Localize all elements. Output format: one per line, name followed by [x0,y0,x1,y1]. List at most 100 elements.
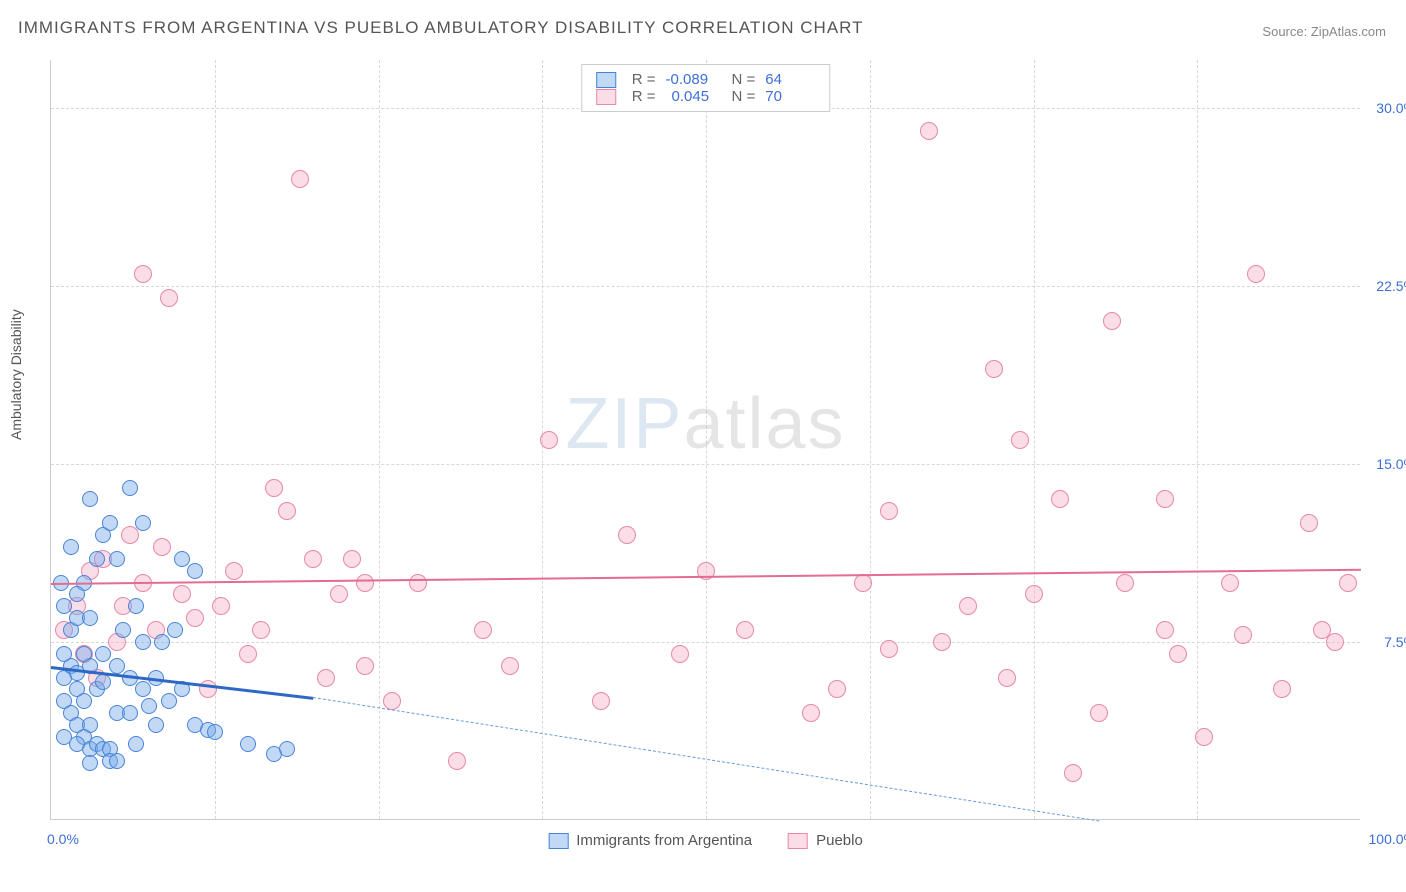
scatter-point-pink [933,633,951,651]
scatter-point-blue [122,480,138,496]
scatter-point-blue [82,491,98,507]
n-label: N = [732,71,756,88]
scatter-point-blue [95,674,111,690]
scatter-point-pink [1326,633,1344,651]
scatter-point-blue [69,586,85,602]
scatter-point-pink [1339,574,1357,592]
scatter-point-pink [265,479,283,497]
scatter-point-pink [1169,645,1187,663]
y-tick-label: 30.0% [1376,100,1406,116]
scatter-point-blue [135,515,151,531]
scatter-point-pink [356,657,374,675]
source-label: Source: [1262,24,1307,39]
scatter-point-blue [109,753,125,769]
scatter-point-pink [1090,704,1108,722]
legend-correlation-box: R = -0.089 N = 64 R = 0.045 N = 70 [581,64,831,112]
scatter-point-pink [1221,574,1239,592]
scatter-point-pink [160,289,178,307]
scatter-point-blue [56,598,72,614]
scatter-point-pink [304,550,322,568]
gridline-v [1034,60,1035,819]
scatter-point-pink [920,122,938,140]
scatter-point-pink [1247,265,1265,283]
gridline-v [215,60,216,819]
legend-item-blue: Immigrants from Argentina [548,832,752,849]
gridline-v [706,60,707,819]
scatter-point-pink [828,680,846,698]
scatter-point-pink [356,574,374,592]
scatter-point-pink [278,502,296,520]
y-axis-label: Ambulatory Disability [8,309,24,440]
scatter-point-pink [317,669,335,687]
scatter-point-pink [618,526,636,544]
legend-series: Immigrants from Argentina Pueblo [548,832,863,849]
scatter-point-pink [252,621,270,639]
scatter-point-blue [109,658,125,674]
scatter-point-pink [225,562,243,580]
scatter-point-pink [880,640,898,658]
watermark-zip: ZIP [565,384,683,464]
scatter-point-pink [239,645,257,663]
scatter-point-pink [186,609,204,627]
y-tick-label: 15.0% [1376,456,1406,472]
scatter-point-blue [174,551,190,567]
swatch-pink-icon [788,833,808,849]
gridline-v [1197,60,1198,819]
scatter-point-pink [1025,585,1043,603]
scatter-point-blue [161,693,177,709]
scatter-point-pink [959,597,977,615]
scatter-point-pink [736,621,754,639]
swatch-pink-icon [596,89,616,105]
legend-item-pink: Pueblo [788,832,863,849]
scatter-point-blue [56,729,72,745]
r-label: R = [632,71,656,88]
scatter-point-blue [135,634,151,650]
r-value-pink: 0.045 [666,88,716,105]
scatter-point-pink [671,645,689,663]
scatter-point-pink [343,550,361,568]
scatter-point-blue [89,551,105,567]
x-tick-max: 100.0% [1369,831,1406,847]
n-label: N = [732,88,756,105]
scatter-point-blue [135,681,151,697]
scatter-point-pink [880,502,898,520]
scatter-point-pink [330,585,348,603]
scatter-point-pink [121,526,139,544]
scatter-point-pink [1064,764,1082,782]
scatter-point-blue [148,717,164,733]
scatter-point-pink [291,170,309,188]
source-credit: Source: ZipAtlas.com [1262,24,1386,39]
scatter-point-blue [82,610,98,626]
scatter-point-blue [279,741,295,757]
scatter-point-blue [95,646,111,662]
scatter-point-pink [802,704,820,722]
scatter-point-blue [128,598,144,614]
legend-label-pink: Pueblo [816,832,863,849]
scatter-point-pink [1195,728,1213,746]
swatch-blue-icon [596,72,616,88]
scatter-point-pink [501,657,519,675]
scatter-point-pink [1234,626,1252,644]
scatter-point-blue [187,563,203,579]
scatter-point-pink [474,621,492,639]
scatter-point-pink [1300,514,1318,532]
scatter-point-blue [154,634,170,650]
y-tick-label: 22.5% [1376,278,1406,294]
scatter-point-pink [1051,490,1069,508]
scatter-point-pink [1156,621,1174,639]
scatter-point-pink [540,431,558,449]
source-site: ZipAtlas.com [1311,24,1386,39]
scatter-point-blue [115,622,131,638]
scatter-point-pink [985,360,1003,378]
chart-title: IMMIGRANTS FROM ARGENTINA VS PUEBLO AMBU… [18,18,864,38]
gridline-v [870,60,871,819]
scatter-point-blue [102,515,118,531]
scatter-point-pink [1156,490,1174,508]
r-label: R = [632,88,656,105]
y-tick-label: 7.5% [1384,634,1406,650]
scatter-point-pink [592,692,610,710]
legend-row-blue: R = -0.089 N = 64 [596,71,816,88]
watermark-atlas: atlas [683,384,845,464]
n-value-blue: 64 [765,71,815,88]
scatter-point-pink [134,265,152,283]
